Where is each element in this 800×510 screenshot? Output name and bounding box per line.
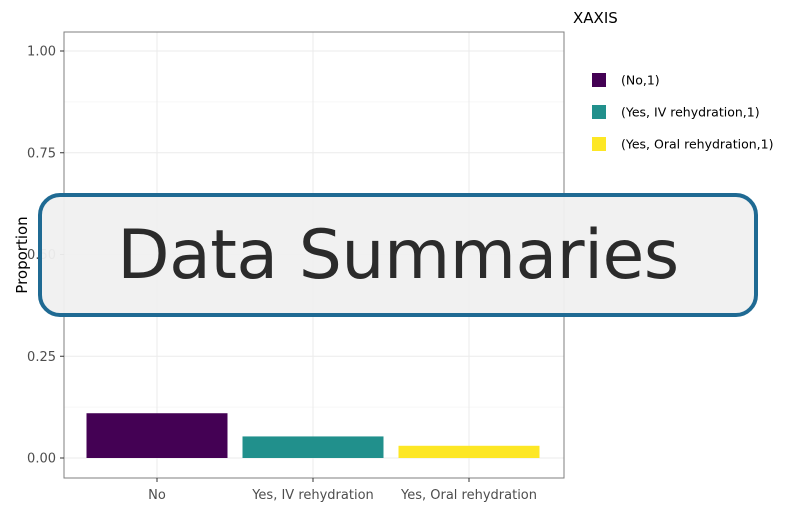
legend-swatch-1: [592, 73, 606, 87]
bar-2: [242, 436, 384, 458]
x-tick-label: No: [148, 488, 166, 503]
y-tick-label: 1.00: [27, 45, 56, 60]
x-axis-ticks: No Yes, IV rehydration Yes, Oral rehydrati…: [148, 478, 537, 503]
legend-label-1: (No,1): [621, 73, 660, 88]
legend-swatch-2: [592, 105, 606, 119]
bars: [86, 413, 540, 458]
bar-3: [398, 445, 540, 458]
x-tick-label: Yes, IV rehydration: [251, 488, 374, 503]
y-tick-label: 0.25: [27, 350, 56, 365]
banner-title: Data Summaries: [117, 215, 679, 295]
legend-swatch-3: [592, 137, 606, 151]
legend-label-2: (Yes, IV rehydration,1): [621, 105, 760, 120]
y-axis-title: Proportion: [13, 216, 31, 293]
title-banner: Data Summaries: [38, 193, 758, 317]
y-tick-label: 0.00: [27, 452, 56, 467]
bar-1: [86, 413, 228, 458]
legend-title: XAXIS: [573, 9, 618, 27]
legend: (No,1) (Yes, IV rehydration,1) (Yes, Oral …: [592, 73, 773, 152]
y-tick-label: 0.75: [27, 146, 56, 161]
x-tick-label: Yes, Oral rehydration: [400, 488, 537, 503]
legend-label-3: (Yes, Oral rehydration,1): [621, 137, 773, 152]
